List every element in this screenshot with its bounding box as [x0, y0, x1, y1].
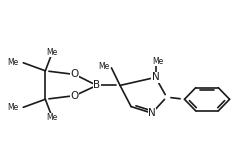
Text: Me: Me: [8, 58, 19, 67]
Text: O: O: [71, 91, 79, 101]
Text: Me: Me: [8, 103, 19, 112]
Text: Me: Me: [98, 62, 109, 71]
Text: Me: Me: [46, 113, 57, 122]
Text: Me: Me: [46, 48, 57, 57]
Text: N: N: [152, 72, 159, 82]
Text: B: B: [93, 80, 100, 90]
Text: N: N: [148, 108, 156, 118]
Text: O: O: [71, 69, 79, 79]
Text: Me: Me: [152, 57, 164, 66]
